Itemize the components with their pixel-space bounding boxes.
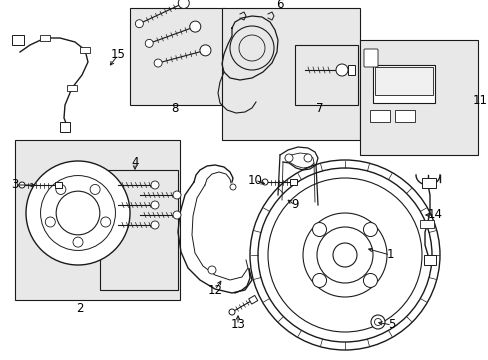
Circle shape: [228, 309, 235, 315]
Circle shape: [101, 217, 110, 227]
Text: 14: 14: [427, 208, 442, 221]
Circle shape: [26, 161, 130, 265]
Circle shape: [303, 213, 386, 297]
Text: 9: 9: [291, 198, 298, 211]
Circle shape: [173, 211, 181, 219]
Text: 11: 11: [471, 94, 487, 107]
Bar: [80, 47, 90, 53]
Text: 2: 2: [76, 302, 83, 315]
Circle shape: [363, 222, 377, 237]
Circle shape: [304, 154, 311, 162]
Circle shape: [151, 221, 159, 229]
Bar: [347, 65, 354, 75]
Text: 1: 1: [386, 248, 393, 261]
Polygon shape: [248, 296, 257, 304]
Circle shape: [154, 59, 162, 67]
Bar: [359, 40, 477, 155]
Circle shape: [335, 64, 347, 76]
Circle shape: [285, 154, 292, 162]
Text: 4: 4: [131, 157, 139, 170]
Bar: [12, 35, 24, 45]
Circle shape: [178, 0, 189, 9]
Text: 7: 7: [316, 102, 323, 114]
Bar: [394, 110, 414, 122]
Circle shape: [151, 181, 159, 189]
Circle shape: [332, 243, 356, 267]
Circle shape: [229, 184, 236, 190]
Bar: [374, 67, 432, 95]
Circle shape: [56, 184, 66, 194]
Text: 15: 15: [110, 49, 125, 62]
Bar: [421, 178, 435, 188]
Bar: [40, 35, 50, 41]
Bar: [294, 45, 357, 105]
Circle shape: [19, 182, 25, 188]
Circle shape: [135, 20, 143, 28]
Circle shape: [370, 315, 384, 329]
Text: 10: 10: [247, 174, 262, 186]
Bar: [60, 122, 70, 132]
Bar: [423, 255, 435, 265]
FancyBboxPatch shape: [363, 49, 377, 67]
Circle shape: [56, 191, 100, 235]
Circle shape: [145, 39, 153, 48]
Bar: [130, 8, 224, 105]
Text: 12: 12: [207, 284, 222, 297]
Text: 8: 8: [171, 102, 178, 114]
Circle shape: [151, 201, 159, 209]
Circle shape: [173, 191, 181, 199]
Bar: [372, 65, 434, 103]
Text: 6: 6: [276, 0, 283, 10]
Text: 5: 5: [387, 319, 395, 332]
Polygon shape: [55, 182, 62, 188]
Bar: [222, 8, 359, 140]
Circle shape: [312, 222, 326, 237]
Circle shape: [189, 21, 201, 32]
Circle shape: [90, 184, 100, 194]
Circle shape: [45, 217, 55, 227]
Circle shape: [312, 274, 326, 287]
Bar: [369, 110, 389, 122]
Text: 3: 3: [11, 179, 19, 192]
Circle shape: [73, 237, 83, 247]
Bar: [100, 170, 178, 290]
Polygon shape: [289, 179, 296, 185]
Bar: [419, 220, 433, 228]
Bar: [67, 85, 77, 91]
Circle shape: [363, 274, 377, 287]
Circle shape: [262, 179, 267, 185]
Circle shape: [207, 266, 216, 274]
Bar: [15, 140, 180, 300]
Circle shape: [200, 45, 210, 56]
Text: 13: 13: [230, 319, 245, 332]
